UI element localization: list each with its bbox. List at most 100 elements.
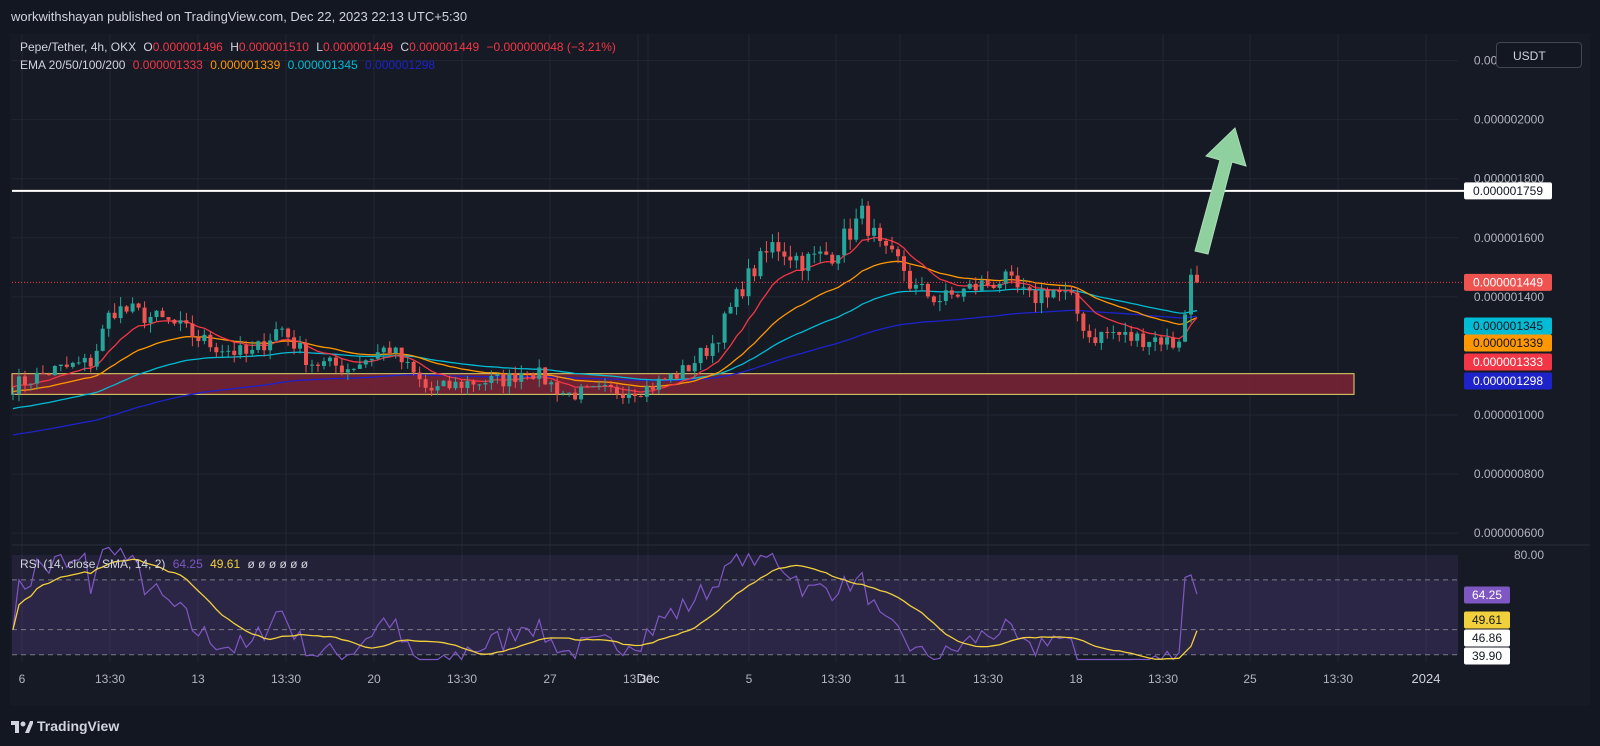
candle [579,383,584,404]
candle [315,362,320,372]
candle-body [28,383,33,385]
candle-body [680,365,685,379]
rsi-ma-line [12,558,1198,660]
candle-body [34,372,39,384]
candle [256,340,261,354]
y-tick-label: 0.000000800 [1474,467,1544,481]
y-tick-label: 0.000001600 [1474,231,1544,245]
candle [1045,287,1050,308]
candle [441,379,446,387]
candle-body [166,317,171,320]
price-label-resistance [1464,182,1552,200]
candle-body [274,329,279,341]
candle [824,242,829,256]
candle-body [280,328,285,330]
candle [46,372,51,376]
candle-body [878,227,883,241]
candle-body [184,320,189,324]
candle [345,363,350,380]
candle [758,247,763,280]
candle-body [782,251,787,257]
candle [489,370,494,390]
candle-body [309,364,314,366]
tradingview-footer[interactable]: TradingView [11,718,119,734]
candle-body [471,381,476,385]
candle-body [136,303,141,308]
candle [232,342,237,363]
price-label-text-last: 0.000001449 [1473,275,1543,289]
candle [1153,331,1158,352]
candle [991,281,996,290]
rsi-value-label [1464,611,1510,629]
candle [836,254,841,271]
candle [1015,267,1020,293]
candle [28,383,33,391]
candle [459,380,464,393]
open-label: O [143,40,153,54]
candle [513,366,518,388]
candle-body [339,365,344,373]
candle [1117,331,1122,342]
candle-body [913,284,918,289]
candle-body [327,357,332,362]
candle-body [824,251,829,255]
change-value: −0.000000048 (−3.21%) [486,40,616,54]
candle [1009,265,1014,284]
candle [818,246,823,263]
candle [728,302,733,314]
candle [519,365,524,390]
x-tick-label: 13:30 [1323,672,1353,686]
candle [543,366,548,385]
candle-body [943,290,948,302]
candle-body [890,245,895,250]
candle-body [106,312,111,329]
candle-body [668,373,673,380]
candle [34,367,39,390]
close-label: C [400,40,410,54]
rsi-value-label-text: 39.90 [1472,649,1502,663]
candle [1081,311,1086,339]
y-tick-label: 0.000000600 [1474,526,1544,540]
candle-body [435,386,440,391]
candle [722,311,727,350]
rsi-value-label [1464,647,1510,665]
candle [321,357,326,370]
candle [608,380,613,393]
candle-body [854,218,859,240]
candle [561,390,566,396]
candle-body [315,364,320,366]
candle [949,286,954,299]
candle-body [1123,331,1128,335]
candle [309,359,314,373]
candle [716,342,721,353]
candle-body [1147,341,1152,348]
candle [339,358,344,376]
rsi-value-label-text: 64.25 [1472,588,1502,602]
candle-body [465,381,470,388]
brand-label: TradingView [37,718,120,734]
candle [1003,269,1008,291]
candle-body [1009,271,1014,276]
candle-body [531,373,536,379]
candle [1105,327,1110,339]
candle [848,218,853,250]
candle [925,282,930,299]
candle-body [872,227,877,236]
candle-body [620,394,625,398]
candle-body [447,380,452,389]
x-tick-label: 2024 [1412,671,1441,686]
candle-body [202,334,207,342]
rsi-tick-label: 80.00 [1514,548,1544,562]
candle-body [770,242,775,253]
candle [304,338,309,373]
candle [878,223,883,247]
candle [1195,265,1199,284]
currency-button[interactable]: USDT [1496,42,1582,68]
candle-body [453,381,458,389]
candle [812,246,817,264]
candle [555,375,560,402]
candle-body [543,367,548,385]
candle [901,250,906,282]
candle [375,344,380,361]
